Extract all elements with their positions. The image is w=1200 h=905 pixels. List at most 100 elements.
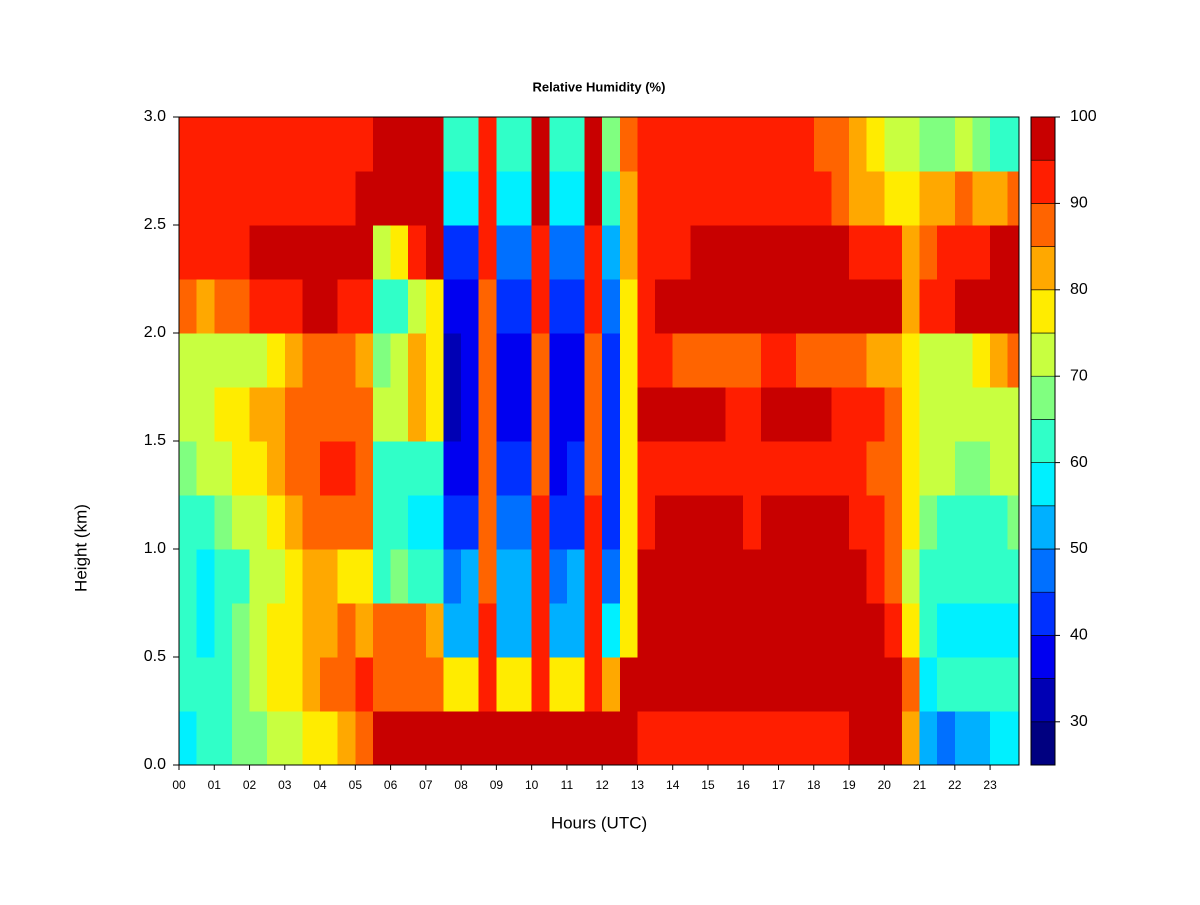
heat-cell (707, 387, 727, 442)
heat-cell (937, 711, 956, 766)
heat-cell (425, 495, 445, 550)
heat-cell (901, 603, 921, 658)
heat-cell (884, 117, 903, 172)
heat-cell (743, 603, 762, 658)
heat-cell (672, 333, 691, 388)
heat-cell (1007, 387, 1020, 442)
heat-cell (231, 279, 251, 334)
heat-cell (655, 549, 674, 604)
heat-cell (743, 333, 762, 388)
heat-cell (566, 117, 586, 172)
x-tick-label: 19 (842, 778, 856, 792)
heat-cell (478, 333, 497, 388)
heat-cell (284, 603, 304, 658)
heat-cell (901, 225, 921, 280)
heat-cell (566, 549, 586, 604)
heat-cell (690, 657, 709, 712)
heat-cell (531, 225, 550, 280)
heat-cell (831, 279, 850, 334)
y-tick-label: 0.5 (144, 648, 166, 665)
heat-cell (743, 549, 762, 604)
x-tick-label: 01 (208, 778, 222, 792)
colorbar-band (1030, 289, 1056, 334)
heat-cell (514, 603, 533, 658)
heat-cell (196, 279, 215, 334)
heat-cell (760, 171, 780, 226)
heat-cell (355, 441, 374, 496)
heat-cell (655, 657, 674, 712)
colorbar-tick-label: 90 (1070, 195, 1088, 212)
colorbar-band (1030, 721, 1056, 766)
heat-cell (813, 279, 832, 334)
heat-cell (937, 603, 956, 658)
heat-cell (760, 549, 780, 604)
heat-cell (514, 225, 533, 280)
heat-cell (566, 711, 586, 766)
heat-cell (655, 711, 674, 766)
heat-cell (302, 279, 321, 334)
heat-cell (990, 225, 1009, 280)
heat-cell (196, 387, 215, 442)
heat-cell (760, 495, 780, 550)
heat-cell (954, 171, 974, 226)
heat-cell (831, 441, 850, 496)
heat-cell (954, 657, 974, 712)
heat-cell (584, 333, 603, 388)
heat-cell (637, 549, 656, 604)
heat-cell (637, 117, 656, 172)
heat-cell (743, 117, 762, 172)
heat-cell (813, 603, 832, 658)
heat-cell (796, 171, 815, 226)
heat-cell (831, 495, 850, 550)
heat-cell (337, 171, 356, 226)
heat-cell (619, 549, 639, 604)
heat-cell (337, 657, 356, 712)
heat-cell (707, 657, 727, 712)
heat-cell (531, 603, 550, 658)
heat-cell (831, 387, 850, 442)
heat-cell (408, 495, 427, 550)
heat-cell (514, 711, 533, 766)
heat-cell (531, 279, 550, 334)
x-tick-label: 02 (243, 778, 257, 792)
heat-cell (778, 549, 797, 604)
heat-cell (849, 387, 868, 442)
heat-cell (531, 171, 550, 226)
heat-cell (231, 225, 251, 280)
heat-cell (196, 657, 215, 712)
heat-cell (390, 171, 409, 226)
heat-cell (796, 333, 815, 388)
heat-cell (690, 171, 709, 226)
heat-cell (954, 549, 974, 604)
heat-cell (531, 333, 550, 388)
heat-cell (602, 279, 621, 334)
heat-cell (1007, 171, 1020, 226)
heat-cell (796, 711, 815, 766)
heat-cell (249, 117, 268, 172)
heat-cell (355, 117, 374, 172)
heat-cell (690, 333, 709, 388)
heat-cell (866, 117, 885, 172)
y-tick-label: 1.0 (144, 540, 166, 557)
heat-cell (302, 441, 321, 496)
heat-cell (672, 441, 691, 496)
colorbar-band (1030, 678, 1056, 723)
heat-cell (425, 333, 445, 388)
heat-cell (778, 495, 797, 550)
heat-cell (619, 279, 639, 334)
heat-cell (443, 333, 462, 388)
heat-cell (919, 171, 938, 226)
heat-cell (461, 549, 480, 604)
heat-cell (231, 171, 251, 226)
heat-cell (408, 441, 427, 496)
heat-cell (231, 711, 251, 766)
heat-cell (249, 171, 268, 226)
heat-cell (655, 225, 674, 280)
heat-cell (866, 441, 885, 496)
heat-cell (196, 441, 215, 496)
heat-cell (337, 333, 356, 388)
heat-cell (866, 603, 885, 658)
heat-cell (496, 441, 515, 496)
heat-cell (179, 441, 198, 496)
heat-cell (672, 387, 691, 442)
